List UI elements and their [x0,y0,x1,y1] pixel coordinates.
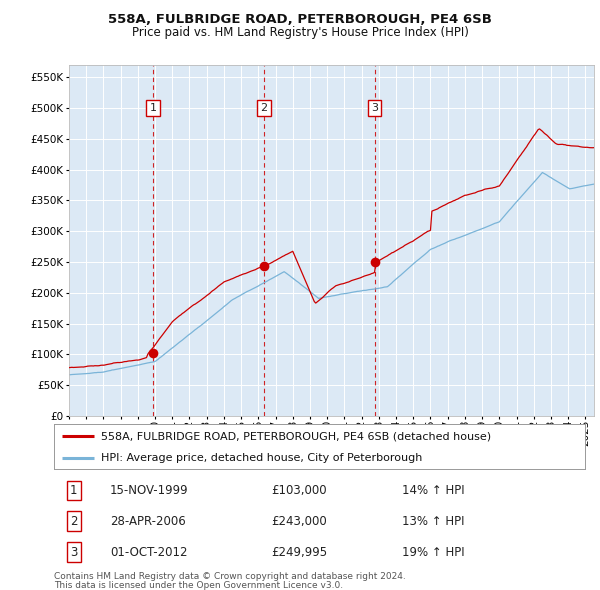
Text: 14% ↑ HPI: 14% ↑ HPI [402,484,464,497]
Text: 3: 3 [70,546,77,559]
Text: 558A, FULBRIDGE ROAD, PETERBOROUGH, PE4 6SB: 558A, FULBRIDGE ROAD, PETERBOROUGH, PE4 … [108,13,492,26]
Text: Price paid vs. HM Land Registry's House Price Index (HPI): Price paid vs. HM Land Registry's House … [131,26,469,39]
Text: 2: 2 [70,514,77,528]
Text: 1: 1 [149,103,157,113]
Text: 01-OCT-2012: 01-OCT-2012 [110,546,187,559]
Text: 1: 1 [70,484,77,497]
Text: 3: 3 [371,103,378,113]
Text: HPI: Average price, detached house, City of Peterborough: HPI: Average price, detached house, City… [101,453,422,463]
Text: This data is licensed under the Open Government Licence v3.0.: This data is licensed under the Open Gov… [54,581,343,590]
Text: 28-APR-2006: 28-APR-2006 [110,514,185,528]
Text: £103,000: £103,000 [272,484,328,497]
Text: 2: 2 [260,103,268,113]
Text: £249,995: £249,995 [272,546,328,559]
Text: 558A, FULBRIDGE ROAD, PETERBOROUGH, PE4 6SB (detached house): 558A, FULBRIDGE ROAD, PETERBOROUGH, PE4 … [101,431,491,441]
Text: 13% ↑ HPI: 13% ↑ HPI [402,514,464,528]
Text: 15-NOV-1999: 15-NOV-1999 [110,484,188,497]
Text: £243,000: £243,000 [272,514,328,528]
Text: 19% ↑ HPI: 19% ↑ HPI [402,546,464,559]
Text: Contains HM Land Registry data © Crown copyright and database right 2024.: Contains HM Land Registry data © Crown c… [54,572,406,581]
